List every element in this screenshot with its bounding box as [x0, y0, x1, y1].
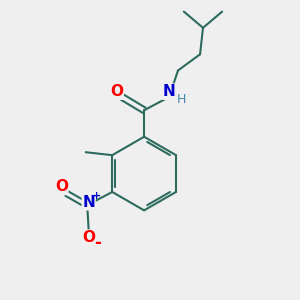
Text: O: O [82, 230, 95, 245]
Text: N: N [82, 195, 95, 210]
Text: H: H [177, 93, 186, 106]
Text: O: O [55, 179, 68, 194]
Text: N: N [163, 84, 175, 99]
Text: O: O [110, 84, 123, 99]
Text: -: - [94, 234, 101, 252]
Text: +: + [92, 191, 101, 201]
